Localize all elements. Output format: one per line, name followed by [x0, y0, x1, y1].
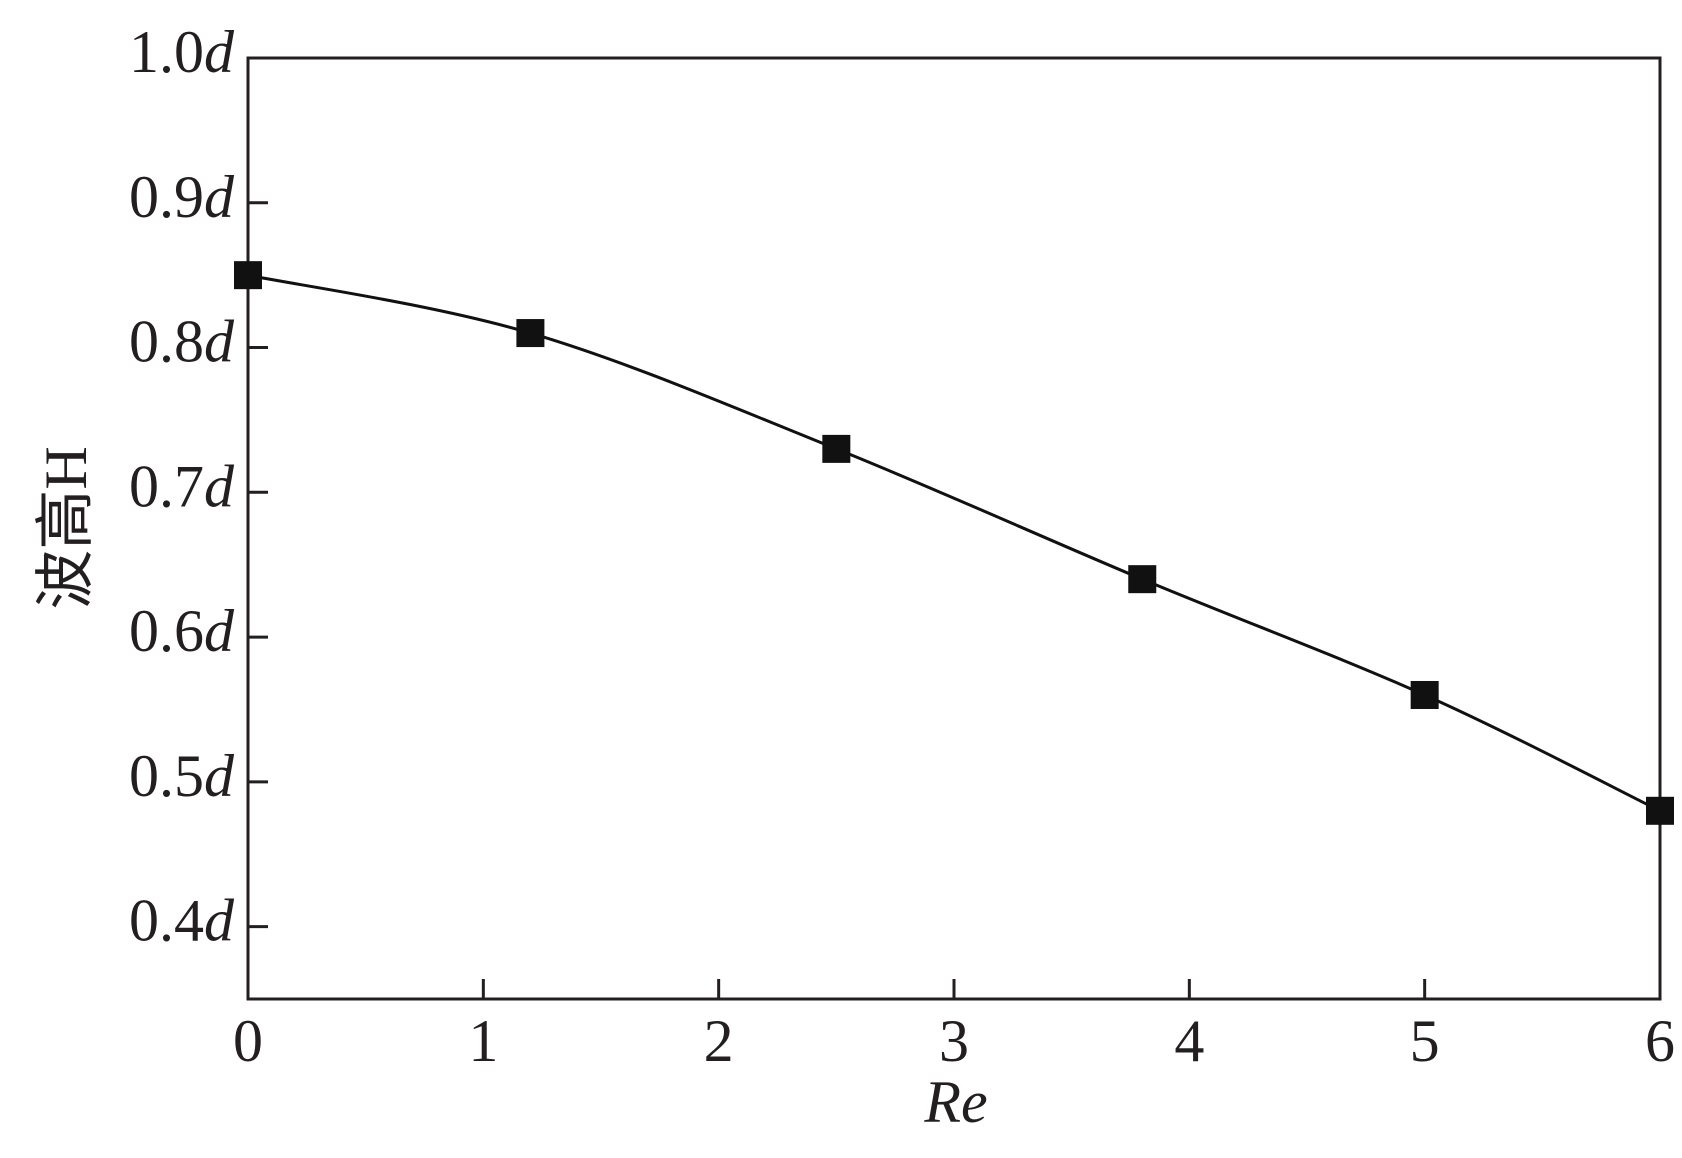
x-tick-label: 1	[468, 1008, 498, 1074]
data-marker	[1646, 796, 1674, 825]
y-axis-label: 波高H	[33, 446, 99, 609]
x-tick-label: 0	[233, 1008, 263, 1074]
y-tick-label: 0.7d	[129, 453, 235, 519]
y-tick-label: 0.5d	[129, 743, 235, 809]
data-marker	[822, 434, 851, 463]
y-tick-label: 0.9d	[129, 164, 235, 230]
x-tick-label: 6	[1645, 1008, 1675, 1074]
data-marker	[1128, 565, 1157, 594]
plot-frame	[246, 56, 1662, 1001]
x-tick-label: 4	[1174, 1008, 1204, 1074]
data-marker	[1410, 680, 1439, 709]
x-axis-label: Re	[923, 1069, 987, 1135]
y-tick-label: 0.4d	[129, 887, 235, 953]
data-marker	[234, 261, 262, 290]
data-marker	[516, 319, 545, 348]
x-tick-label: 3	[939, 1008, 969, 1074]
x-tick-label: 2	[704, 1008, 734, 1074]
data-line	[247, 273, 1661, 813]
x-tick-label: 5	[1410, 1008, 1440, 1074]
y-tick-label: 1.0d	[129, 19, 235, 85]
y-tick-label: 0.6d	[129, 598, 235, 664]
y-tick-label: 0.8d	[129, 308, 235, 374]
